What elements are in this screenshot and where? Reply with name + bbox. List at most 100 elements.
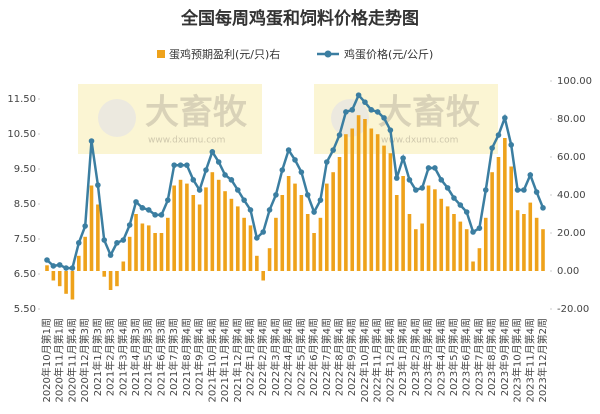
x-tick-label: 2023年12月第2周 — [536, 318, 549, 403]
price-point — [343, 109, 349, 115]
y-tick-label: 11.50 — [7, 94, 36, 105]
bar — [166, 217, 170, 271]
price-point — [171, 162, 177, 168]
bar — [216, 179, 221, 271]
price-point — [533, 189, 540, 195]
x-tick-label: 2023年4月第4周 — [434, 318, 447, 396]
price-point — [393, 175, 400, 181]
watermark-url: www.dxumu.com — [381, 136, 458, 146]
price-point — [56, 262, 63, 268]
y-tick-label: 6.50 — [14, 269, 36, 280]
bar — [134, 214, 138, 271]
price-point — [234, 187, 241, 193]
price-point — [406, 177, 413, 183]
bar — [140, 223, 145, 271]
bar — [115, 271, 119, 287]
x-tick-label: 2021年4月第3周 — [129, 318, 142, 396]
price-point — [215, 159, 222, 165]
price-point — [489, 145, 495, 151]
price-point — [203, 167, 209, 173]
watermark-url: www.dxumu.com — [148, 136, 225, 146]
bar — [344, 134, 348, 271]
bar — [477, 248, 482, 271]
price-point — [120, 237, 127, 243]
x-tick-label: 2020年11月第4周 — [65, 318, 78, 403]
x-tick-label: 2020年11月第1周 — [53, 318, 66, 403]
x-tick-label: 2023年6月第4周 — [460, 318, 473, 396]
x-tick-label: 2021年8月第4周 — [180, 318, 193, 396]
bar — [255, 255, 259, 271]
bar — [248, 225, 253, 271]
bar — [229, 198, 234, 271]
watermark: 大畜牧 — [145, 93, 248, 133]
price-point — [470, 229, 476, 235]
x-tick-label: 2020年12月第3周 — [78, 318, 91, 403]
bar — [242, 217, 246, 271]
bar — [280, 195, 285, 271]
x-tick-label: 2022年7月第4周 — [320, 318, 333, 396]
x-tick-label: 2023年7月第4周 — [472, 318, 485, 396]
bar — [64, 271, 68, 294]
bar — [108, 271, 113, 290]
price-point — [413, 187, 419, 193]
bar — [388, 153, 393, 271]
bar — [274, 217, 278, 271]
x-tick-label: 2022年4月第4周 — [282, 318, 295, 396]
bar — [197, 204, 202, 271]
price-point — [374, 109, 381, 115]
price-point — [139, 205, 146, 211]
chart-title: 全国每周鸡蛋和饲料价格走势图 — [180, 8, 419, 29]
price-point — [285, 147, 292, 153]
y-tick-label: 8.50 — [14, 199, 36, 210]
x-tick-label: 2021年7月第3周 — [167, 318, 180, 396]
price-point — [133, 199, 139, 205]
bar — [312, 233, 316, 271]
bar — [57, 271, 62, 287]
bar — [369, 128, 374, 271]
x-tick-label: 2022年2月第4周 — [256, 318, 269, 396]
bar — [483, 217, 488, 271]
x-tick-label: 2022年8月第4周 — [333, 318, 346, 396]
price-point — [95, 182, 101, 188]
bar — [185, 183, 189, 271]
price-point — [50, 263, 57, 269]
y-tick-label: 7.50 — [14, 234, 36, 245]
bar — [178, 179, 183, 271]
x-tick-label: 2022年5月第4周 — [294, 318, 307, 396]
x-tick-label: 2023年9月第4周 — [498, 318, 511, 396]
y-tick-label: 9.50 — [14, 164, 36, 175]
price-point — [158, 212, 165, 218]
y2-tick-label: -20.00 — [557, 304, 589, 315]
price-point — [196, 187, 203, 193]
bar — [382, 145, 386, 271]
x-tick-label: 2022年10月第4周 — [358, 318, 371, 403]
price-point — [317, 197, 324, 203]
bar — [96, 204, 100, 271]
bar — [127, 236, 132, 271]
x-tick-label: 2021年11月第4周 — [218, 318, 231, 403]
price-point — [432, 165, 438, 171]
price-point — [540, 205, 546, 211]
bar — [146, 225, 151, 271]
bar — [331, 172, 335, 271]
price-point — [362, 99, 368, 105]
legend-swatch — [157, 50, 165, 58]
bar — [267, 248, 272, 271]
bar — [102, 271, 107, 277]
bar — [426, 185, 431, 271]
x-tick-label: 2023年2月第4周 — [409, 318, 422, 396]
price-point — [126, 222, 133, 228]
bar — [420, 223, 424, 271]
price-point — [482, 187, 489, 193]
x-tick-label: 2022年3月第4周 — [269, 318, 282, 396]
price-point — [508, 142, 515, 148]
x-tick-label: 2021年10月第4周 — [205, 318, 218, 403]
bar — [407, 214, 412, 271]
price-point — [82, 223, 88, 229]
price-point — [355, 92, 362, 98]
bar — [223, 191, 227, 271]
x-tick-label: 2021年5月第3周 — [142, 318, 155, 396]
bar — [439, 198, 444, 271]
bar — [191, 195, 196, 271]
x-tick-label: 2022年11月第4周 — [371, 318, 384, 403]
